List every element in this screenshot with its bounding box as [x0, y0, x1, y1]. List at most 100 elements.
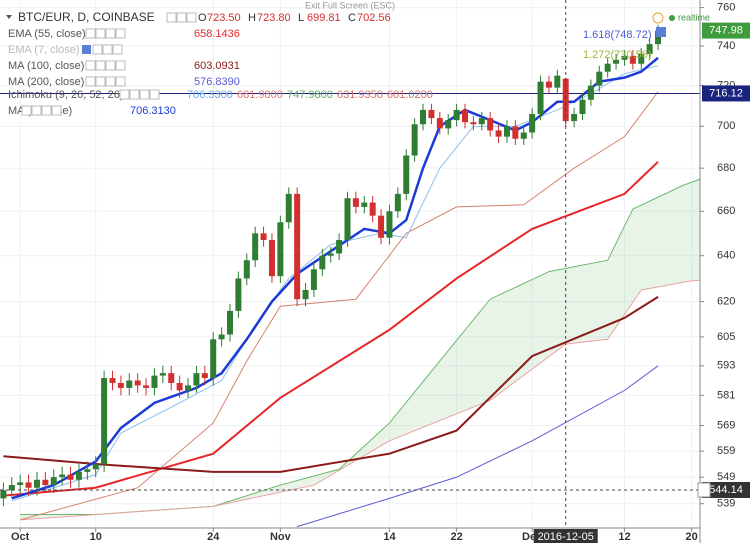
legend-icon[interactable]	[41, 105, 52, 116]
candle-body	[462, 109, 468, 123]
legend-icon[interactable]	[51, 105, 62, 116]
legend-icon[interactable]	[186, 12, 197, 23]
candle-body	[0, 490, 7, 499]
legend-icon[interactable]	[115, 28, 126, 39]
legend-value: 681.9800	[237, 89, 283, 101]
candle-body	[33, 479, 40, 488]
candle-body	[151, 375, 158, 388]
price-label-box	[702, 22, 750, 39]
legend-icon[interactable]	[139, 89, 150, 100]
candle-body	[302, 289, 309, 300]
candle-body	[336, 239, 343, 254]
legend-icon[interactable]	[31, 105, 42, 116]
candle-body	[445, 120, 452, 129]
fib-label: 1.272(730.56)	[583, 49, 652, 61]
crosshair-add-button[interactable]	[697, 482, 711, 498]
candle-body	[420, 109, 427, 125]
legend-icon[interactable]	[115, 76, 126, 87]
legend-name: EMA (55, close)	[8, 28, 86, 40]
candle-body	[201, 373, 208, 379]
x-crosshair-label: 2016-12-05	[538, 531, 594, 543]
legend-icon[interactable]	[85, 76, 96, 87]
ohlc-label: O	[198, 12, 207, 24]
y-tick-label: 700	[717, 120, 735, 132]
legend-icon[interactable]	[85, 28, 96, 39]
candle-body	[596, 71, 603, 86]
candle-body	[42, 479, 49, 486]
exit-fullscreen[interactable]: Exit Full Screen (ESC)	[305, 0, 395, 10]
legend-value: 603.0931	[194, 60, 240, 72]
candle-body	[352, 198, 359, 207]
legend-icon[interactable]	[105, 28, 116, 39]
candle-body	[227, 310, 233, 335]
legend-name: MA (100, close)	[8, 60, 84, 72]
y-tick-label: 620	[717, 295, 735, 307]
candle-body	[8, 485, 15, 491]
legend-icon[interactable]	[149, 89, 160, 100]
candle-body	[361, 202, 368, 207]
price-label: 716.12	[709, 87, 743, 99]
legend-icon[interactable]	[95, 76, 106, 87]
candle-body	[319, 255, 326, 270]
legend-icon[interactable]	[102, 44, 113, 55]
candle-body	[378, 215, 385, 238]
legend-icon[interactable]	[92, 44, 103, 55]
candle-body	[545, 81, 552, 88]
candle-body	[143, 385, 150, 388]
legend-value: 576.8390	[194, 76, 240, 88]
legend-icon[interactable]	[176, 12, 187, 23]
price-label: 544.14	[709, 484, 743, 496]
legend-icon[interactable]	[129, 89, 140, 100]
candle-body	[512, 126, 519, 139]
candle-body	[218, 334, 225, 340]
legend-icon[interactable]	[21, 105, 32, 116]
legend-icon[interactable]	[95, 28, 106, 39]
ichimoku-span-b	[20, 279, 700, 521]
legend-icon[interactable]	[166, 12, 177, 23]
y-tick-label: 680	[717, 162, 735, 174]
legend-icon[interactable]	[85, 60, 96, 71]
y-tick-label: 581	[717, 389, 735, 401]
legend-icon[interactable]	[95, 60, 106, 71]
x-tick-label: Nov	[270, 531, 292, 543]
candle-body	[310, 269, 317, 290]
candle-body	[252, 233, 259, 261]
legend-value: 601.0200	[387, 89, 433, 101]
candle-body	[613, 59, 620, 64]
candle-body	[185, 385, 192, 391]
candle-body	[520, 132, 527, 139]
fib-label: 1.618(748.72)	[583, 29, 652, 41]
candle-body	[59, 474, 66, 478]
legend-eye[interactable]	[82, 45, 91, 54]
x-tick-label: 12	[618, 531, 630, 543]
ichimoku-base-line	[20, 91, 659, 521]
collapse-arrow[interactable]	[6, 15, 12, 19]
legend-icon[interactable]	[115, 60, 126, 71]
moving-average-line	[3, 296, 659, 473]
collapse-button[interactable]	[656, 27, 666, 37]
time-axis	[0, 528, 700, 543]
candle-body	[235, 278, 242, 311]
legend-name: EMA (7, close)	[8, 44, 80, 56]
legend-icon[interactable]	[105, 76, 116, 87]
x-tick-label: 24	[207, 531, 220, 543]
y-tick-label: 760	[717, 1, 735, 13]
candle-body	[503, 126, 510, 137]
x-crosshair-box	[533, 529, 598, 543]
legend-icon[interactable]	[119, 89, 130, 100]
candle-body	[92, 464, 99, 470]
legend-icon[interactable]	[112, 44, 123, 55]
candle-body	[243, 260, 250, 279]
candle-body	[344, 198, 351, 240]
candle-body	[571, 113, 578, 122]
moving-average-line	[11, 56, 659, 500]
legend-icon[interactable]	[105, 60, 116, 71]
candle-body	[495, 130, 502, 137]
x-tick-label: 14	[383, 531, 396, 543]
candle-body	[285, 193, 292, 223]
price-label-box	[702, 481, 750, 498]
ohlc-value: 702.56	[357, 12, 391, 24]
candle-body	[327, 253, 334, 256]
